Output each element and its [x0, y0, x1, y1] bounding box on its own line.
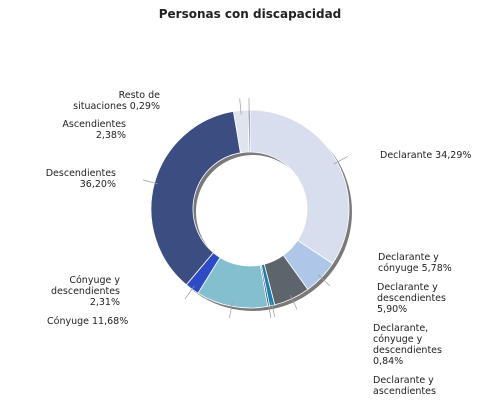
slice-label-3: 5,90%: [377, 304, 407, 315]
slice-label-6: Cónyuge 11,68%: [47, 316, 128, 327]
slice-label-7: descendientes: [51, 286, 120, 297]
slice-label-9: 2,38%: [96, 130, 126, 141]
slice-label-9: Ascendientes: [62, 119, 126, 130]
slice-label-5: Declarante y: [373, 375, 434, 386]
slice-10[interactable]: [247, 109, 251, 153]
slice-label-1: Declarante 34,29%: [380, 150, 471, 161]
slice-label-7: Cónyuge y: [69, 275, 120, 286]
slice-1[interactable]: [249, 109, 350, 265]
leader-line-4: [270, 301, 276, 318]
slice-label-5: ascendientes: [373, 386, 436, 397]
leader-line-5: [267, 302, 272, 319]
slice-label-8: Descendientes: [46, 168, 116, 179]
slice-label-3: descendientes: [377, 293, 446, 304]
slice-8[interactable]: [150, 110, 241, 286]
leader-line-2: [318, 274, 331, 287]
chart-title: Personas con discapacidad: [158, 7, 342, 21]
slice-label-3: Declarante y: [377, 282, 438, 293]
slice-label-4: cónyuge y: [373, 334, 423, 345]
slice-label-2: Declarante y: [378, 252, 439, 263]
slice-label-4: Declarante,: [373, 323, 428, 334]
slice-label-2: cónyuge 5,78%: [378, 263, 452, 274]
leader-line-1: [333, 156, 348, 165]
slice-label-10: Resto de: [119, 90, 161, 101]
slice-label-4: 0,84%: [373, 356, 403, 367]
leader-line-6: [229, 302, 233, 319]
slice-label-8: 36,20%: [80, 179, 116, 190]
leader-line-8: [142, 179, 159, 185]
leader-line-9: [239, 98, 242, 115]
leader-line-3: [289, 294, 298, 310]
slice-label-4: descendientes: [373, 345, 442, 356]
leader-line-7: [184, 285, 195, 300]
slice-label-10: situaciones 0,29%: [73, 101, 160, 112]
slice-label-7: 2,31%: [90, 297, 120, 308]
